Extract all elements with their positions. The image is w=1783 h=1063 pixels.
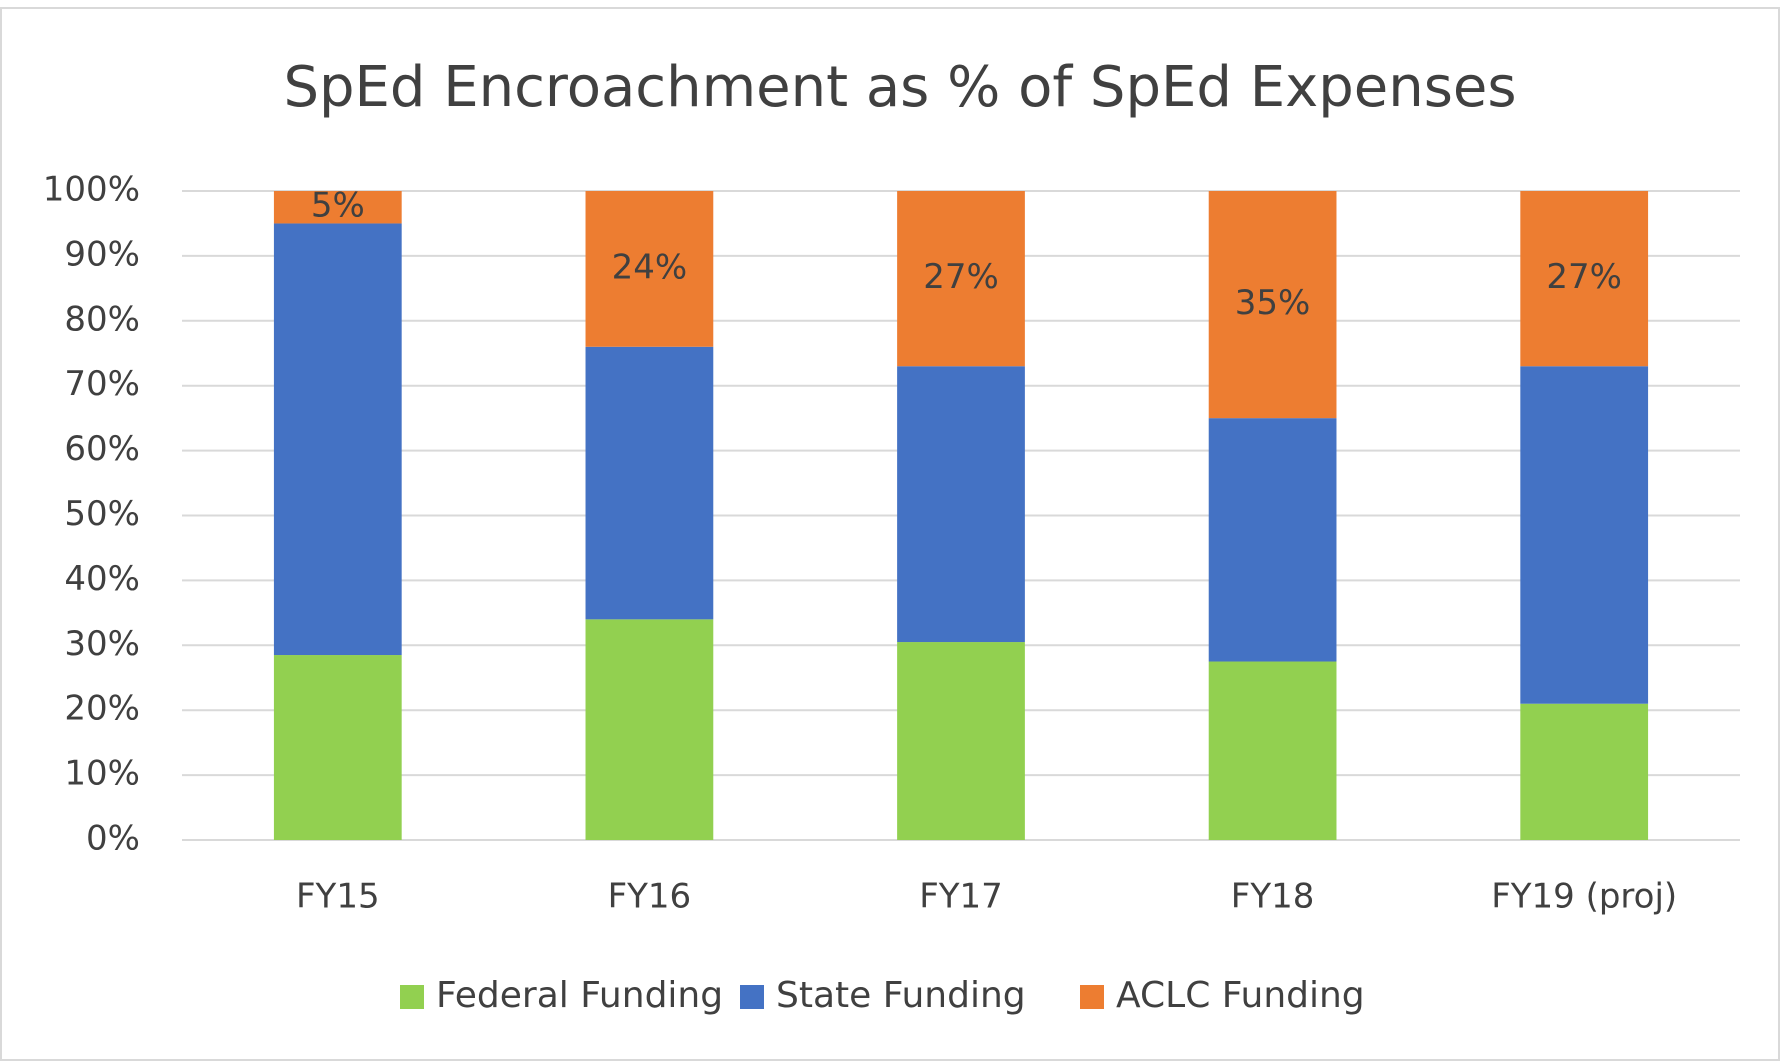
bar-segment	[897, 191, 1025, 367]
bar-segment	[897, 642, 1025, 840]
y-tick-label: 20%	[64, 689, 140, 729]
x-tick-label: FY17	[919, 877, 1003, 917]
bar-segment	[273, 223, 402, 656]
bar-segment	[1520, 703, 1649, 840]
data-label: 27%	[923, 257, 999, 297]
chart-title: SpEd Encroachment as % of SpEd Expenses	[283, 55, 1516, 120]
bar-segment	[585, 191, 714, 347]
y-tick-label: 30%	[64, 624, 140, 664]
y-tick-label: 100%	[43, 170, 140, 210]
y-tick-label: 50%	[64, 494, 140, 534]
legend-swatch	[400, 985, 424, 1009]
y-tick-label: 60%	[64, 429, 140, 469]
y-tick-label: 70%	[64, 364, 140, 404]
bar-segment	[897, 366, 1025, 643]
data-label: 27%	[1546, 257, 1622, 297]
y-tick-label: 40%	[64, 559, 140, 599]
bar-segment	[1208, 418, 1337, 662]
y-tick-label: 90%	[64, 234, 140, 274]
legend-label: ACLC Funding	[1116, 975, 1365, 1016]
x-tick-label: FY19 (proj)	[1491, 877, 1677, 917]
bar-segment	[273, 655, 402, 840]
legend-label: Federal Funding	[436, 975, 723, 1016]
legend-swatch	[1080, 985, 1104, 1009]
data-label: 5%	[311, 186, 365, 226]
x-tick-label: FY16	[608, 877, 692, 917]
bar-segment	[585, 346, 714, 620]
legend-swatch	[740, 985, 764, 1009]
bar-segment	[1208, 661, 1337, 840]
y-tick-label: 10%	[64, 754, 140, 794]
x-tick-label: FY18	[1231, 877, 1315, 917]
bar-segment	[1208, 191, 1337, 419]
bar-segment	[1520, 366, 1649, 704]
data-label: 24%	[612, 247, 688, 287]
x-tick-label: FY15	[296, 877, 380, 917]
y-tick-label: 80%	[64, 299, 140, 339]
bar-segment	[1520, 191, 1649, 367]
bar-segment	[273, 191, 402, 224]
y-tick-label: 0%	[86, 819, 140, 859]
legend-label: State Funding	[776, 975, 1026, 1016]
bar-segment	[585, 619, 714, 840]
data-label: 35%	[1235, 283, 1311, 323]
